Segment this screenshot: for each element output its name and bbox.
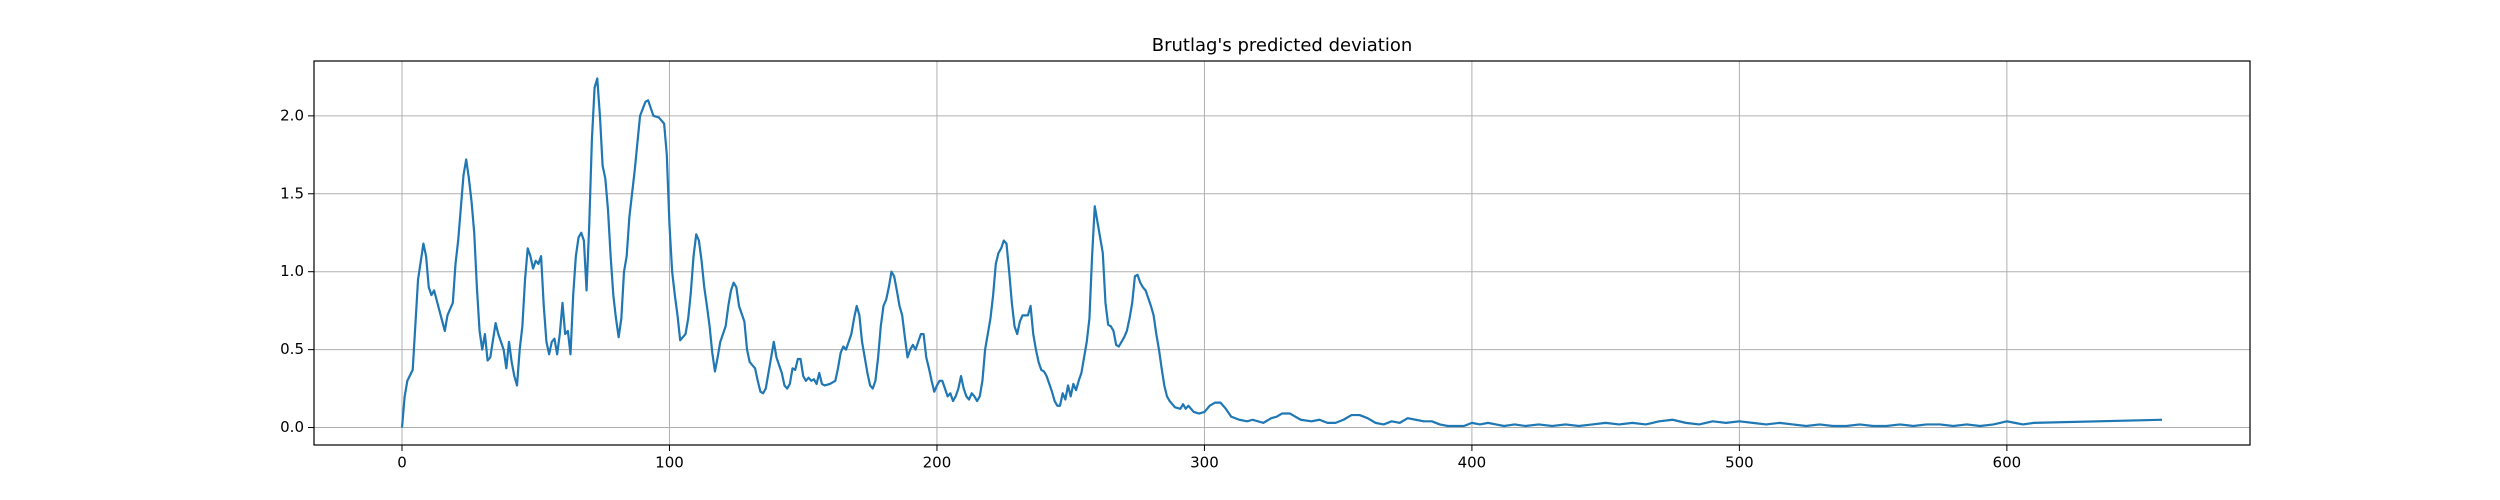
y-tick-label: 0.5 [280, 340, 304, 358]
x-tick-label: 500 [1725, 454, 1754, 472]
y-tick-label: 2.0 [280, 106, 304, 124]
x-tick-label: 100 [655, 454, 684, 472]
y-tick-label: 1.0 [280, 262, 304, 280]
chart-title: Brutlag's predicted deviation [1152, 35, 1413, 56]
x-tick-label: 0 [397, 454, 407, 472]
x-tick-label: 200 [923, 454, 952, 472]
data-line [400, 77, 2163, 428]
axes-frame [313, 60, 2251, 446]
x-tick-label: 300 [1190, 454, 1219, 472]
y-tick-label: 0.0 [280, 418, 304, 436]
x-tick-label: 400 [1458, 454, 1487, 472]
y-tick-label: 1.5 [280, 184, 304, 202]
x-tick-label: 600 [1993, 454, 2022, 472]
